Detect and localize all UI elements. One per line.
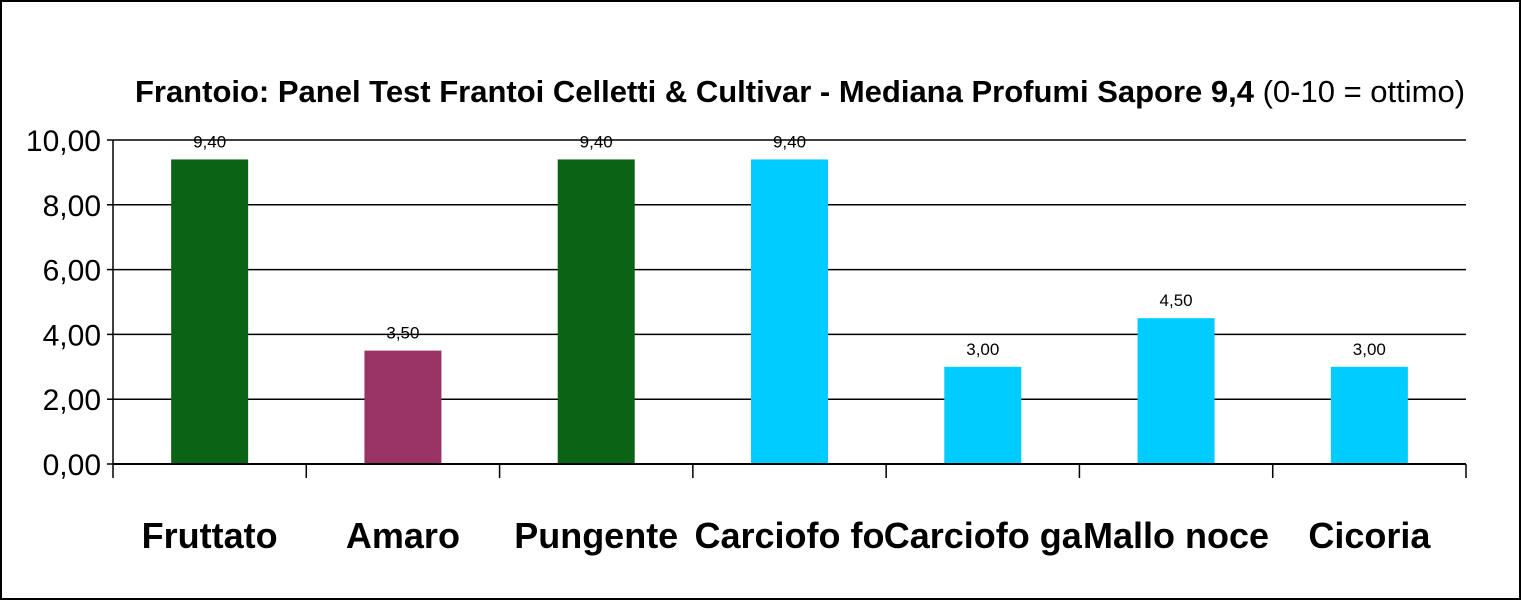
x-category-label: Cicoria	[1308, 515, 1431, 556]
data-label: 9,40	[193, 132, 226, 151]
x-category-label: Pungente	[514, 515, 678, 556]
chart-title: Frantoio: Panel Test Frantoi Celletti & …	[135, 74, 1465, 109]
data-label: 4,50	[1160, 291, 1193, 310]
bar	[557, 159, 635, 464]
y-tick-label: 8,00	[43, 190, 101, 223]
y-tick-label: 2,00	[43, 384, 101, 417]
axes	[107, 139, 1467, 478]
y-tick-label: 10,00	[26, 125, 101, 158]
bars	[171, 159, 1408, 464]
x-category-label: Carciofo ga	[884, 515, 1083, 556]
x-category-label: Amaro	[346, 515, 460, 556]
labels: 0,00 2,00 4,00 6,00 8,00 10,00 9,40 Fruttato 3,5…	[26, 125, 1431, 556]
bar	[1330, 366, 1408, 464]
data-label: 3,50	[386, 324, 419, 343]
data-label: 3,00	[966, 340, 999, 359]
y-tick-label: 0,00	[43, 449, 101, 482]
data-label: 9,40	[580, 132, 613, 151]
bar	[171, 159, 249, 464]
bar	[1137, 318, 1215, 464]
y-tick-label: 4,00	[43, 319, 101, 352]
bar	[751, 159, 828, 464]
chart-title-rest: (0-10 = ottimo)	[1254, 74, 1465, 109]
data-label: 3,00	[1353, 340, 1386, 359]
bar	[364, 350, 442, 464]
data-label: 9,40	[773, 132, 806, 151]
x-category-label: Fruttato	[142, 515, 278, 556]
x-category-label: Carciofo fo	[694, 515, 884, 556]
y-tick-label: 6,00	[43, 255, 101, 288]
bar	[944, 366, 1022, 464]
x-category-label: Mallo noce	[1083, 515, 1269, 556]
chart-title-bold: Frantoio: Panel Test Frantoi Celletti & …	[135, 74, 1255, 109]
